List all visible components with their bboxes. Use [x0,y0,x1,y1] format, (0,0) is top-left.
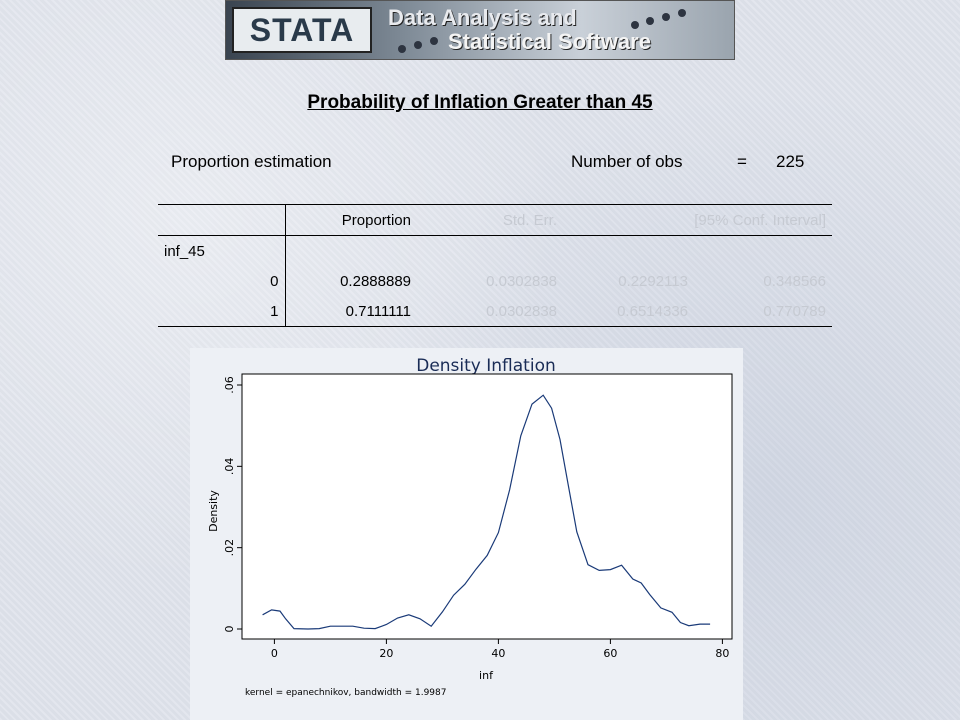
row-level: 1 [158,296,286,327]
table-cell [285,236,417,267]
table-cell [694,236,832,267]
table-row: 1 0.7111111 0.0302838 0.6514336 0.770789 [158,296,832,327]
y-axis: 0 .02 .04 .06 [223,376,242,633]
cell-proportion: 0.7111111 [285,296,417,327]
group-label: inf_45 [158,235,286,266]
y-tick-label: .02 [223,539,236,557]
banner-dot [414,41,422,49]
col-stderr: Std. Err. [417,204,563,236]
kernel-note: kernel = epanechnikov, bandwidth = 1.998… [245,688,447,698]
stata-banner: STATA Data Analysis and Statistical Soft… [225,0,735,60]
cell-stderr: 0.0302838 [417,296,563,327]
banner-line-2: Statistical Software [448,29,651,54]
y-tick-label: .04 [223,458,236,476]
x-axis-label: inf [479,669,494,682]
stata-logo-text: STATA [249,11,355,48]
col-proportion: Proportion [285,204,417,236]
density-chart-svg: Density Inflation 0 .02 .04 .06 0 20 40 60 80 D… [207,356,733,698]
table-group-row: inf_45 [158,235,832,267]
cell-ci-high: 0.348566 [763,272,826,290]
col-conf-interval: [95% Conf. Interval] [563,204,832,236]
cell-ci-low: 0.6514336 [563,296,694,327]
obs-value: 225 [776,152,805,171]
estimation-label: Proportion estimation [171,152,332,171]
x-tick-label: 80 [715,647,729,660]
banner-dot [430,37,438,45]
x-tick-label: 0 [271,647,278,660]
chart-title: Density Inflation [416,356,556,376]
x-tick-label: 20 [379,647,393,660]
table-cell [563,236,694,267]
x-tick-label: 40 [491,647,505,660]
banner-dot [398,45,406,53]
obs-equals: = [737,152,747,171]
banner-dot [631,21,639,29]
banner-dot [646,17,654,25]
y-axis-label: Density [207,490,220,532]
cell-ci-high: 0.770789 [694,296,832,327]
y-tick-label: .06 [223,376,236,394]
banner-dot [678,9,686,17]
cell-proportion: 0.2888889 [340,272,411,290]
banner-line-1: Data Analysis and [388,5,577,30]
table-row: 0 0.2888889 0.0302838 0.2292113 0.348566 [158,266,832,296]
x-axis: 0 20 40 60 80 [271,639,729,660]
banner-dot [662,13,670,21]
cell-ci-low: 0.2292113 [618,272,688,290]
density-line [262,394,711,630]
density-chart: Density Inflation 0 .02 .04 .06 0 20 40 60 80 D… [190,348,743,720]
table-cell [417,236,563,267]
table-corner [158,204,286,236]
stata-logo: STATA [232,7,372,53]
obs-label: Number of obs [571,152,683,171]
row-level: 0 [158,266,286,296]
y-tick-label: 0 [223,626,236,633]
page-title: Probability of Inflation Greater than 45 [307,92,653,113]
estimation-table: Proportion Std. Err. [95% Conf. Interval… [158,204,832,327]
x-tick-label: 60 [603,647,617,660]
cell-stderr: 0.0302838 [486,272,557,290]
table-header-row: Proportion Std. Err. [95% Conf. Interval… [158,204,832,236]
plot-region [241,373,733,640]
